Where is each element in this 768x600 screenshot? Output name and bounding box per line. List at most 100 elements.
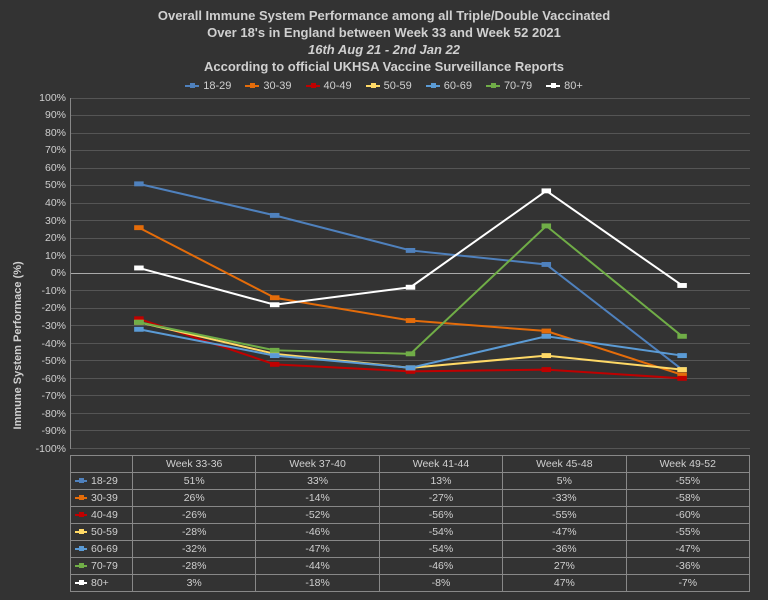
legend-label: 40-49 (324, 80, 352, 92)
table-cell: -55% (503, 507, 626, 524)
title-line-1: Overall Immune System Performance among … (10, 8, 758, 25)
series-marker (406, 365, 416, 370)
table-row-label: 60-69 (71, 541, 133, 558)
legend-item: 40-49 (306, 80, 352, 92)
table-cell: -55% (626, 473, 749, 490)
table-cell: 5% (503, 473, 626, 490)
table-row: 60-69-32%-47%-54%-36%-47% (71, 541, 750, 558)
table-cell: -52% (256, 507, 379, 524)
table-header-cell: Week 33-36 (133, 456, 256, 473)
legend-item: 60-69 (426, 80, 472, 92)
y-tick-label: 90% (45, 109, 66, 121)
table-corner-cell (71, 456, 133, 473)
series-marker (677, 333, 687, 338)
y-tick-label: -70% (41, 390, 66, 402)
series-marker (134, 225, 144, 230)
series-marker (677, 375, 687, 380)
table-cell: -28% (133, 558, 256, 575)
table-row: 70-79-28%-44%-46%27%-36% (71, 558, 750, 575)
table-row: 80+3%-18%-8%47%-7% (71, 575, 750, 592)
legend-swatch (426, 85, 440, 87)
chart-title: Overall Immune System Performance among … (10, 8, 758, 76)
table-cell: -36% (503, 541, 626, 558)
legend-label: 80+ (564, 80, 583, 92)
table-cell: -54% (379, 541, 502, 558)
table-cell: -26% (133, 507, 256, 524)
y-tick-label: 10% (45, 250, 66, 262)
legend-label: 18-29 (203, 80, 231, 92)
series-marker (542, 223, 552, 228)
table-cell: -44% (256, 558, 379, 575)
series-marker (542, 328, 552, 333)
line-chart-svg (71, 98, 750, 448)
y-tick-label: 50% (45, 179, 66, 191)
series-marker (270, 213, 280, 218)
series-marker (270, 353, 280, 358)
series-marker (542, 262, 552, 267)
series-marker (270, 295, 280, 300)
legend-item: 30-39 (245, 80, 291, 92)
series-marker (406, 248, 416, 253)
table-cell: -47% (626, 541, 749, 558)
series-marker (134, 265, 144, 270)
legend-swatch (245, 85, 259, 87)
y-tick-label: 100% (39, 92, 66, 104)
series-marker (677, 283, 687, 288)
title-line-2: Over 18's in England between Week 33 and… (10, 25, 758, 42)
series-swatch (75, 480, 87, 482)
series-marker (677, 367, 687, 372)
y-tick-label: 40% (45, 197, 66, 209)
legend: 18-29 30-39 40-49 50-59 60-69 70-79 80+ (10, 80, 758, 92)
series-marker (134, 319, 144, 324)
series-swatch (75, 548, 87, 550)
table-cell: -46% (256, 524, 379, 541)
legend-swatch (306, 85, 320, 87)
series-marker (406, 284, 416, 289)
table-cell: 3% (133, 575, 256, 592)
chart-container: Overall Immune System Performance among … (0, 0, 768, 600)
table-row: 50-59-28%-46%-54%-47%-55% (71, 524, 750, 541)
table-cell: -58% (626, 490, 749, 507)
table-cell: -14% (256, 490, 379, 507)
series-marker (406, 318, 416, 323)
y-tick-label: -20% (41, 302, 66, 314)
table-row-label: 18-29 (71, 473, 133, 490)
legend-swatch (486, 85, 500, 87)
data-table: Week 33-36Week 37-40Week 41-44Week 45-48… (70, 455, 750, 592)
title-line-3: 16th Aug 21 - 2nd Jan 22 (10, 42, 758, 59)
legend-label: 50-59 (384, 80, 412, 92)
series-marker (270, 347, 280, 352)
table-cell: 27% (503, 558, 626, 575)
table-cell: -32% (133, 541, 256, 558)
y-axis-ticks: -100%-90%-80%-70%-60%-50%-40%-30%-20%-10… (26, 98, 70, 449)
table-row-label: 30-39 (71, 490, 133, 507)
legend-item: 80+ (546, 80, 583, 92)
y-tick-label: 80% (45, 127, 66, 139)
legend-label: 60-69 (444, 80, 472, 92)
series-marker (134, 326, 144, 331)
legend-item: 50-59 (366, 80, 412, 92)
legend-swatch (546, 85, 560, 87)
y-tick-label: -50% (41, 355, 66, 367)
y-tick-label: 30% (45, 215, 66, 227)
y-tick-label: 0% (51, 267, 66, 279)
series-swatch (75, 514, 87, 516)
y-tick-label: -60% (41, 373, 66, 385)
plot-area: -100%-90%-80%-70%-60%-50%-40%-30%-20%-10… (26, 98, 758, 449)
table-header-cell: Week 45-48 (503, 456, 626, 473)
series-marker (542, 333, 552, 338)
y-tick-label: -100% (36, 443, 66, 455)
table-cell: 26% (133, 490, 256, 507)
table-cell: 33% (256, 473, 379, 490)
table-header-cell: Week 41-44 (379, 456, 502, 473)
table-row-label: 80+ (71, 575, 133, 592)
table-header-cell: Week 37-40 (256, 456, 379, 473)
table-row: 40-49-26%-52%-56%-55%-60% (71, 507, 750, 524)
table-cell: -36% (626, 558, 749, 575)
table-cell: 51% (133, 473, 256, 490)
legend-item: 70-79 (486, 80, 532, 92)
title-line-4: According to official UKHSA Vaccine Surv… (10, 59, 758, 76)
table-cell: -7% (626, 575, 749, 592)
y-tick-label: -90% (41, 425, 66, 437)
table-cell: -60% (626, 507, 749, 524)
